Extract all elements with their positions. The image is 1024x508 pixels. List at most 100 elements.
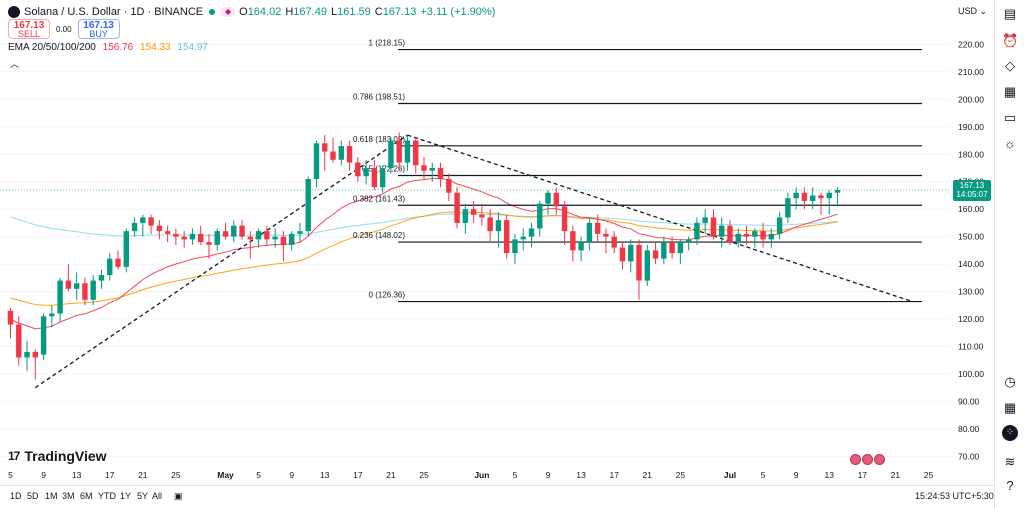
time-tick-label: 17 xyxy=(858,470,868,480)
us-flag-icon[interactable] xyxy=(874,454,885,465)
time-tick-label: 17 xyxy=(353,470,363,480)
candle xyxy=(65,264,72,292)
spread-value: 0.00 xyxy=(56,24,72,34)
time-tick-label: 13 xyxy=(320,470,330,480)
tradingview-mark-icon: 17 xyxy=(8,449,20,463)
help-icon[interactable]: ? xyxy=(1006,478,1014,493)
fib-level-label: 0 (126.36) xyxy=(369,291,406,300)
ema-line xyxy=(10,178,838,330)
timeframe-5y[interactable]: 5Y xyxy=(137,491,149,501)
timeframe-6m[interactable]: 6M xyxy=(80,491,93,501)
timeframe-1d[interactable]: 1D xyxy=(10,491,22,501)
candle xyxy=(578,236,584,262)
price-tick-label: 80.00 xyxy=(958,424,980,434)
candle xyxy=(504,214,510,259)
time-axis[interactable]: 5 9 13 17 21 25 May 5 9 13 17 21 25 Jun 5 9 13 17 21 25 Jul 5… xyxy=(8,470,933,480)
layers-icon[interactable]: ◇ xyxy=(1005,58,1015,73)
candle xyxy=(760,222,766,248)
price-axis[interactable]: 70.00 80.00 90.00 100.00 110.00 120.00 130.00 1… xyxy=(958,39,984,461)
candle xyxy=(214,228,220,251)
time-tick-label: 25 xyxy=(924,470,934,480)
candle xyxy=(396,132,402,171)
timeframe-1m[interactable]: 1M xyxy=(45,491,58,501)
candle xyxy=(322,135,328,171)
candle xyxy=(685,236,692,251)
chart-grid xyxy=(0,43,950,457)
candle xyxy=(371,159,378,190)
candle xyxy=(652,242,659,265)
timeframe-all[interactable]: All xyxy=(152,491,163,501)
timeframe-ytd[interactable]: YTD xyxy=(98,491,116,501)
ema-legend[interactable]: EMA 20/50/100/200 156.76 154.33 154.97 xyxy=(8,42,212,53)
price-tick-label: 150.00 xyxy=(958,232,984,242)
candle-body xyxy=(561,206,568,232)
candle-body xyxy=(280,236,287,245)
candle xyxy=(743,225,750,245)
candle-body xyxy=(487,217,493,232)
time-tick-label: 21 xyxy=(386,470,396,480)
chat-icon[interactable]: ▭ xyxy=(1003,110,1017,125)
candle xyxy=(148,214,154,234)
us-flag-icon[interactable] xyxy=(850,454,861,465)
calendar-icon[interactable]: ▦ xyxy=(1003,84,1017,99)
candle-body xyxy=(189,233,196,240)
candle xyxy=(570,225,576,262)
candle-body xyxy=(32,351,39,358)
price-tick-label: 160.00 xyxy=(958,204,984,214)
candle xyxy=(173,228,179,245)
timeframe-5d[interactable]: 5D xyxy=(27,491,39,501)
price-tick-label: 130.00 xyxy=(958,287,984,297)
symbol-title[interactable]: Solana / U.S. Dollar · 1D · BINANCE xyxy=(24,6,204,18)
calendar-grid-icon[interactable]: ▦ xyxy=(1003,400,1017,415)
collapse-legend-icon[interactable]: ︿ xyxy=(10,59,20,69)
tradingview-logo[interactable]: 17 TradingView xyxy=(8,448,107,464)
price-chart[interactable]: 1 (218.15) 0.786 (198.51) 0.618 (183.09) 0.… xyxy=(0,0,994,485)
currency-selector[interactable]: USD ⌄ xyxy=(958,6,988,16)
candle-body xyxy=(719,225,725,237)
candle-body xyxy=(743,233,750,237)
time-tick-label: 25 xyxy=(171,470,181,480)
watchlist-icon[interactable]: ▤ xyxy=(1003,6,1017,21)
price-tick-label: 190.00 xyxy=(958,122,984,132)
candle xyxy=(809,187,816,210)
candle-body xyxy=(669,242,675,254)
candle xyxy=(330,137,336,163)
candle xyxy=(280,231,287,262)
candlesticks xyxy=(0,132,950,380)
ideas-icon[interactable]: ☼ xyxy=(1004,136,1016,151)
candle xyxy=(181,231,187,248)
candle xyxy=(16,316,22,366)
time-tick-label: 13 xyxy=(576,470,586,480)
clock[interactable]: 15:24:53 UTC+5:30 xyxy=(915,491,994,501)
candle-body xyxy=(239,225,245,237)
us-flag-icon[interactable] xyxy=(862,454,873,465)
candle-body xyxy=(702,217,708,223)
symbol-header[interactable]: Solana / U.S. Dollar · 1D · BINANCE ◆ O1… xyxy=(8,3,495,21)
calendar-grid-icon[interactable]: ◷ xyxy=(1004,374,1016,389)
candle-body xyxy=(355,162,361,177)
sell-button[interactable]: 167.13 SELL xyxy=(8,19,50,39)
buy-button[interactable]: 167.13 BUY xyxy=(77,19,120,39)
candle-body xyxy=(437,168,444,179)
trendlines[interactable] xyxy=(34,134,913,389)
price-tick-label: 100.00 xyxy=(958,369,984,379)
events-markers[interactable] xyxy=(850,454,885,465)
candle-body xyxy=(462,209,469,223)
candle-body xyxy=(446,178,452,193)
alerts-icon[interactable]: ⏰ xyxy=(1002,33,1019,48)
date-range-icon[interactable]: ▣ xyxy=(174,491,183,501)
candle xyxy=(454,187,460,229)
candle-body xyxy=(421,165,427,171)
indicator-settings-icon[interactable]: ◆ xyxy=(221,7,236,17)
timeframe-1y[interactable]: 1Y xyxy=(120,491,132,501)
candle xyxy=(429,162,435,182)
signal-icon[interactable]: ≋ xyxy=(1004,454,1016,469)
price-tick-label: 220.00 xyxy=(958,39,984,49)
candle xyxy=(363,159,369,185)
apps-icon[interactable]: ⁘ xyxy=(1002,425,1018,441)
candle-body xyxy=(834,189,841,193)
candle xyxy=(24,340,30,372)
candle-body xyxy=(768,233,775,240)
timeframe-3m[interactable]: 3M xyxy=(62,491,75,501)
candle xyxy=(719,217,725,248)
